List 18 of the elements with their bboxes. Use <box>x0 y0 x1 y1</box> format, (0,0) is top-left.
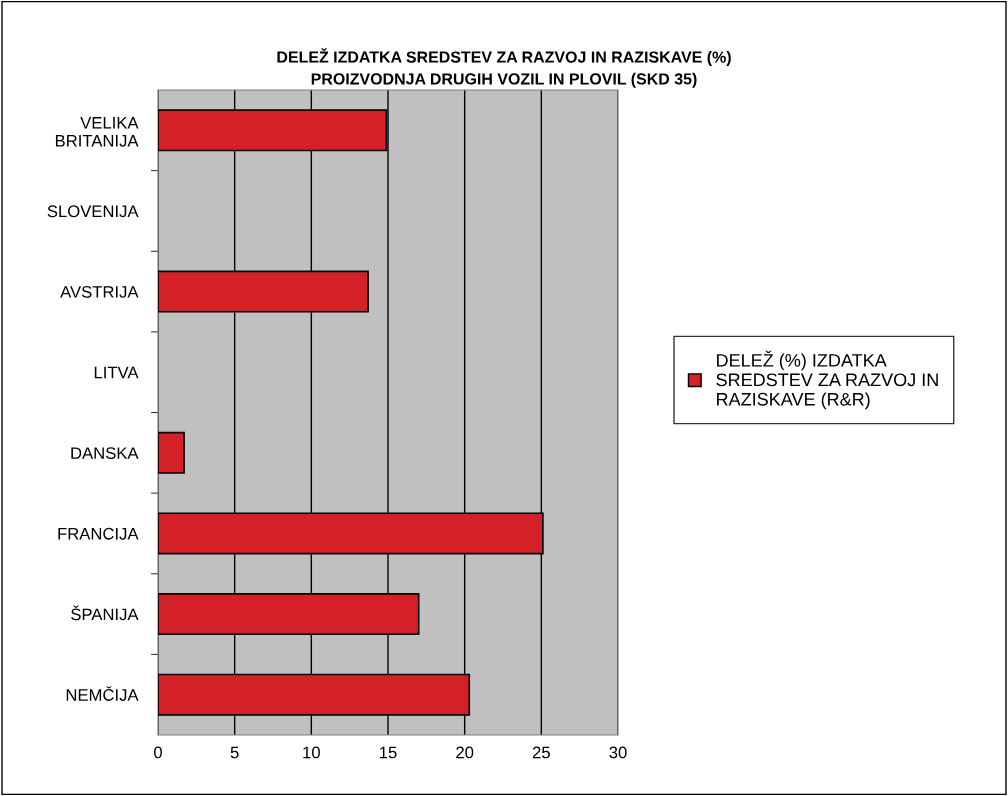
x-tick-label: 25 <box>532 746 550 759</box>
x-tick-label: 10 <box>303 746 320 759</box>
x-tick-label: 0 <box>154 746 162 759</box>
y-tick-label: FRANCIJA <box>58 527 139 540</box>
y-tick-label: VELIKA BRITANIJA <box>55 117 139 147</box>
y-tick-label: ŠPANIJA <box>71 605 139 621</box>
bar <box>158 431 185 474</box>
y-tick-label: AVSTRIJA <box>60 285 139 298</box>
y-tick-label: NEMČIJA <box>66 686 139 701</box>
y-tick-label: DANSKA <box>71 447 139 460</box>
x-tick-label: 30 <box>609 746 627 759</box>
x-tick-label: 5 <box>230 746 239 759</box>
y-tick-label: LITVA <box>94 366 139 379</box>
legend-label: DELEŽ (%) IZDATKA SREDSTEV ZA RAZVOJ IN RAZISKAVE (R&R) <box>716 350 938 410</box>
x-tick-label: 20 <box>456 746 474 759</box>
y-tick-label: SLOVENIJA <box>47 205 139 218</box>
chart-title: DELEŽ IZDATKA SREDSTEV ZA RAZVOJ IN RAZISKAVE (%) PROIZVODNJA DRUGIH VOZIL IN PLOVIL (SKD 35) <box>277 48 731 88</box>
x-tick-label: 15 <box>380 746 397 759</box>
